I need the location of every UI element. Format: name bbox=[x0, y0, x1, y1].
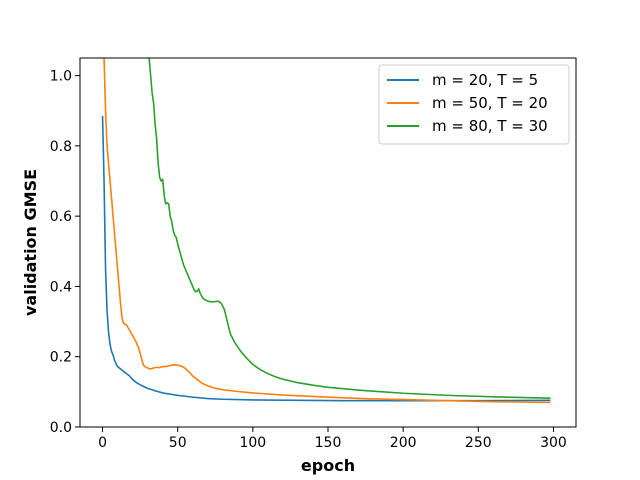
y-axis-label: validation GMSE bbox=[21, 169, 40, 316]
series-lines bbox=[101, 58, 551, 404]
series-line-2 bbox=[103, 58, 551, 404]
legend-box bbox=[378, 64, 570, 145]
y-tick-label: 0.2 bbox=[50, 350, 72, 366]
y-tick-label: 0.6 bbox=[50, 209, 72, 225]
x-tick-label: 0 bbox=[98, 435, 107, 451]
legend-label: m = 80, T = 30 bbox=[432, 117, 548, 135]
y-tick-label: 0.0 bbox=[50, 420, 72, 436]
y-tick-label: 0.8 bbox=[50, 139, 72, 155]
x-tick-label: 250 bbox=[465, 435, 492, 451]
axis-ticks: 0 50 100 150 200 250 300 0.0 0.2 0.4 0.6 0.8 1.0 bbox=[50, 69, 567, 451]
x-tick-label: 100 bbox=[239, 435, 266, 451]
series-line-3 bbox=[148, 58, 551, 399]
series-line-1 bbox=[101, 115, 551, 402]
x-axis-label: epoch bbox=[301, 456, 355, 475]
legend-label: m = 20, T = 5 bbox=[432, 71, 538, 89]
y-tick-label: 0.4 bbox=[50, 279, 72, 295]
legend-label: m = 50, T = 20 bbox=[432, 94, 548, 112]
x-tick-label: 200 bbox=[390, 435, 417, 451]
x-tick-label: 50 bbox=[169, 435, 187, 451]
x-tick-label: 300 bbox=[540, 435, 567, 451]
legend: m = 20, T = 5 m = 50, T = 20 m = 80, T = 3… bbox=[378, 64, 570, 145]
x-tick-label: 150 bbox=[315, 435, 342, 451]
plot-frame bbox=[79, 57, 577, 428]
y-tick-label: 1.0 bbox=[50, 69, 72, 85]
